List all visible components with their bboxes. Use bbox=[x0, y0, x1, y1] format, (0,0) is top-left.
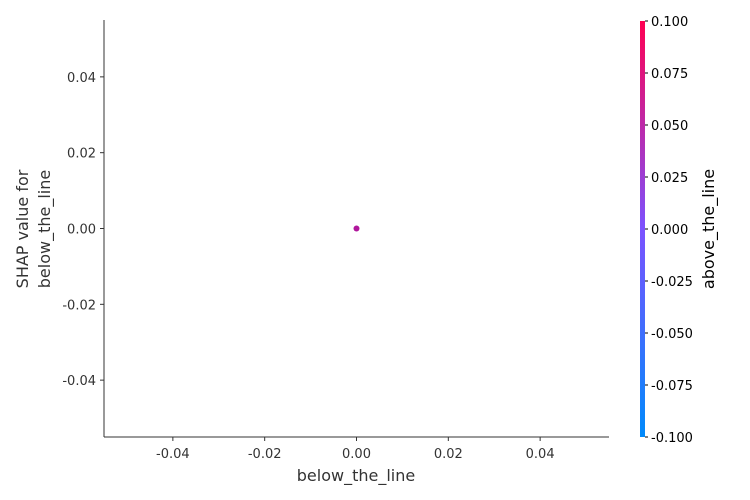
colorbar-tick-label: 0.025 bbox=[651, 171, 688, 186]
y-ticks: 0.04 0.02 0.00 -0.02 -0.04 bbox=[62, 71, 104, 389]
points bbox=[353, 225, 360, 232]
x-axis-title: below_the_line bbox=[297, 466, 415, 486]
y-axis-title-line-1: SHAP value for bbox=[13, 169, 32, 288]
x-tick-label: 0.00 bbox=[342, 447, 371, 462]
colorbar-tick-label: 0.075 bbox=[651, 67, 688, 82]
x-tick-label: -0.04 bbox=[156, 447, 190, 462]
y-tick-label: 0.04 bbox=[67, 71, 96, 86]
y-axis-title-line-2: below_the_line bbox=[35, 170, 55, 288]
colorbar-tick-label: 0.100 bbox=[651, 15, 688, 30]
x-tick-label: 0.04 bbox=[526, 447, 555, 462]
colorbar-ticks: 0.100 0.075 0.050 0.025 0.000 -0.025 -0.050 -0.… bbox=[645, 15, 693, 446]
x-tick-label: 0.02 bbox=[434, 447, 463, 462]
y-tick-label: -0.02 bbox=[62, 298, 96, 313]
data-point bbox=[353, 225, 360, 232]
colorbar-tick-label: -0.075 bbox=[651, 379, 693, 394]
colorbar-tick-label: -0.025 bbox=[651, 275, 693, 290]
y-axis-title: SHAP value for below_the_line bbox=[13, 169, 55, 288]
colorbar-tick-label: 0.050 bbox=[651, 119, 688, 134]
colorbar-title: above_the_line bbox=[699, 169, 719, 289]
colorbar bbox=[640, 21, 645, 437]
x-ticks: -0.04 -0.02 0.00 0.02 0.04 bbox=[156, 437, 555, 462]
colorbar-tick-label: 0.000 bbox=[651, 223, 688, 238]
y-tick-label: 0.00 bbox=[67, 223, 96, 238]
colorbar-tick-label: -0.100 bbox=[651, 431, 693, 446]
colorbar-tick-label: -0.050 bbox=[651, 327, 693, 342]
y-tick-label: 0.02 bbox=[67, 147, 96, 162]
colorbar-gradient bbox=[640, 21, 645, 437]
x-tick-label: -0.02 bbox=[248, 447, 282, 462]
y-tick-label: -0.04 bbox=[62, 374, 96, 389]
